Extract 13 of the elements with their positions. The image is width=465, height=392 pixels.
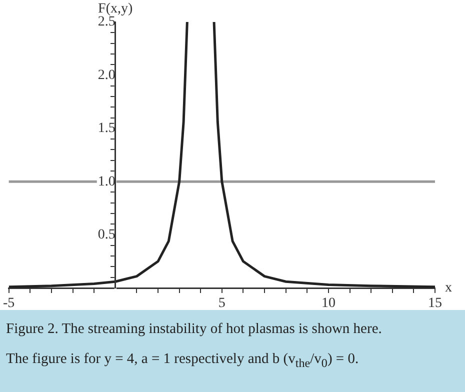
y-tick-label: 1.0 <box>98 174 116 190</box>
y-tick-label: 0.5 <box>98 227 116 242</box>
x-tick-label: 15 <box>428 296 442 312</box>
y-tick-label: 2.5 <box>98 14 116 30</box>
y-tick-label: 1.5 <box>98 121 116 136</box>
y-axis-title: F(x,y) <box>98 2 134 17</box>
x-tick-label: -5 <box>2 296 15 312</box>
text: The figure is for y = 4, a = 1 respectively and b (v$_{the}$/v$_{0}$) = 0. <box>6 350 360 372</box>
x-tick-label: 10 <box>321 296 336 312</box>
x-tick-label: 5 <box>218 296 226 312</box>
caption: Figure 2. The streaming instability of hot plasmas is shown here. <box>6 320 383 339</box>
y-tick-label: 2.0 <box>98 68 116 83</box>
x-axis-title: x <box>445 280 452 296</box>
